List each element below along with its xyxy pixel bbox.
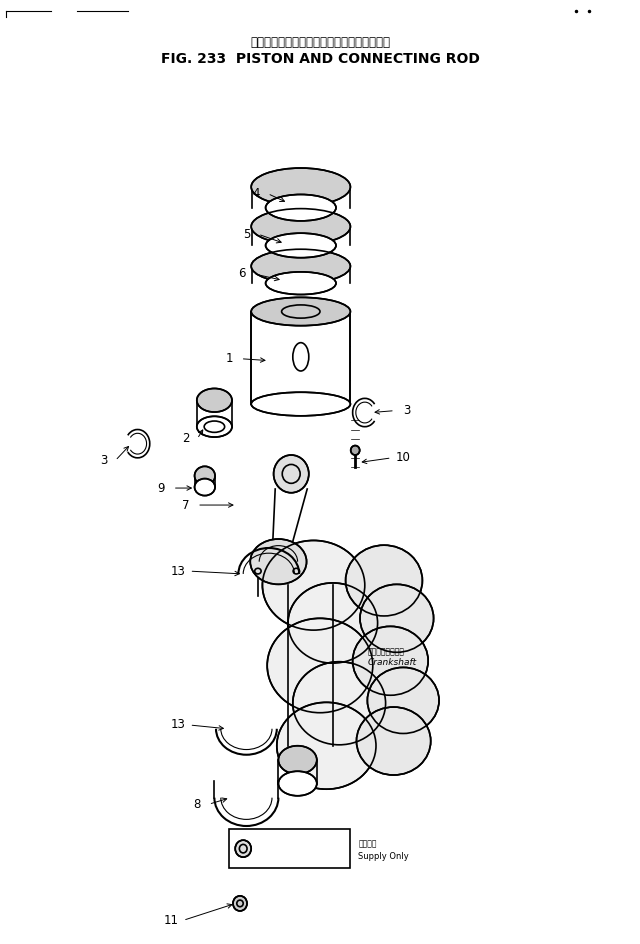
Ellipse shape	[288, 582, 378, 663]
Ellipse shape	[293, 662, 385, 745]
Ellipse shape	[360, 584, 434, 652]
Ellipse shape	[195, 479, 215, 496]
Text: 1: 1	[225, 352, 233, 365]
Text: ピストン　および　コネクティング　ロッド: ピストン および コネクティング ロッド	[250, 36, 390, 49]
Ellipse shape	[367, 667, 439, 733]
Text: FIG. 233  PISTON AND CONNECTING ROD: FIG. 233 PISTON AND CONNECTING ROD	[161, 52, 479, 65]
Ellipse shape	[266, 233, 336, 258]
Bar	[251, 312, 351, 404]
Ellipse shape	[262, 540, 365, 631]
Ellipse shape	[251, 209, 351, 244]
Text: Crankshaft: Crankshaft	[368, 658, 417, 667]
Ellipse shape	[353, 627, 428, 695]
Text: 2: 2	[182, 432, 189, 446]
Text: 11: 11	[164, 914, 179, 927]
Ellipse shape	[278, 771, 317, 796]
Ellipse shape	[268, 618, 372, 713]
Ellipse shape	[266, 272, 336, 295]
Ellipse shape	[274, 455, 309, 493]
Text: 10: 10	[396, 451, 411, 464]
Text: 3: 3	[403, 404, 410, 417]
Text: 3: 3	[100, 454, 108, 467]
Ellipse shape	[233, 896, 247, 911]
Text: 7: 7	[182, 498, 189, 512]
Text: 補給専用: 補給専用	[358, 839, 377, 849]
FancyBboxPatch shape	[229, 829, 350, 868]
Text: 13: 13	[170, 718, 186, 732]
Text: 6: 6	[238, 267, 246, 280]
Ellipse shape	[197, 389, 232, 412]
Text: 13: 13	[170, 565, 186, 578]
Ellipse shape	[351, 446, 360, 455]
Text: Supply Only: Supply Only	[358, 851, 409, 861]
Text: 4: 4	[252, 187, 260, 200]
Ellipse shape	[346, 546, 422, 615]
Text: 8: 8	[193, 798, 201, 811]
Ellipse shape	[276, 702, 376, 789]
Ellipse shape	[266, 194, 336, 221]
Text: 12: 12	[289, 842, 304, 855]
Ellipse shape	[251, 393, 351, 415]
Ellipse shape	[195, 466, 215, 485]
Bar	[251, 312, 351, 404]
Ellipse shape	[251, 249, 351, 283]
Ellipse shape	[251, 297, 351, 326]
Text: 5: 5	[243, 228, 250, 241]
Ellipse shape	[236, 840, 252, 857]
Ellipse shape	[197, 416, 232, 437]
Ellipse shape	[250, 539, 307, 584]
Text: 9: 9	[157, 481, 165, 495]
Ellipse shape	[356, 707, 431, 775]
Ellipse shape	[251, 168, 351, 206]
Text: クランクシャフト: クランクシャフト	[368, 647, 405, 656]
Ellipse shape	[278, 746, 317, 774]
